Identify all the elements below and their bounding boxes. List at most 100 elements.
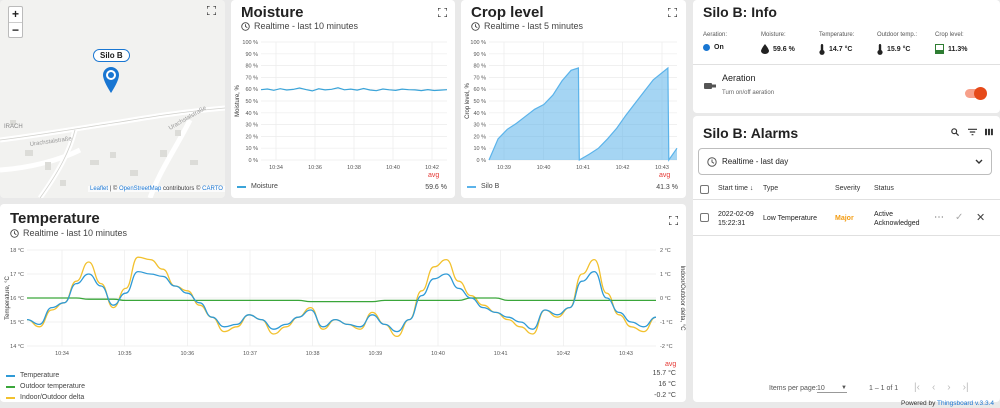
moisture-chart[interactable]: 100 % 90 % 80 % 70 % 60 % 50 % 40 % 30 % 20 % 10 … [231,34,455,174]
y2-tick-label: 2 °C [660,248,671,254]
y-tick-label: 100 % [242,40,258,46]
items-per-page-select[interactable]: 10 ▼ [817,385,847,393]
powered-by: Powered by Thingsboard v.3.3.4 [901,400,994,407]
fullscreen-icon[interactable] [669,216,678,225]
column-header-severity[interactable]: Severity [835,185,861,192]
column-header-start-time[interactable]: Start time ↓ [718,185,754,192]
y2-axis-label: Indoor/Outdoor delta, °C [679,265,685,331]
legend-label: Temperature [20,372,60,379]
osm-link[interactable]: OpenStreetMap [119,186,162,192]
info-label: Outdoor temp.: [877,32,918,38]
aeration-toggle[interactable] [965,87,987,100]
x-tick-label: 10:34 [55,351,69,357]
y-tick-label: 80 % [245,64,258,70]
column-header-type[interactable]: Type [763,185,779,192]
column-header-status[interactable]: Status [874,185,894,192]
x-tick-label: 10:37 [243,351,257,357]
map-marker-label[interactable]: Silo B [93,49,130,62]
moisture-card: Moisture Realtime - last 10 minutes 100 … [231,0,455,198]
leaflet-link[interactable]: Leaflet [90,186,109,192]
timewindow-dropdown[interactable]: Realtime - last day [698,148,992,175]
series-line [27,297,656,303]
x-tick-label: 10:36 [180,351,194,357]
y-tick-label: 40 % [473,111,486,117]
timewindow-label[interactable]: Realtime - last 10 minutes [23,228,128,238]
temperature-chart[interactable]: 18 °C 17 °C 16 °C 15 °C 14 °C 2 °C 1 °C 0 °C -1 … [0,242,686,362]
previous-page-icon[interactable]: ‹ [931,382,936,393]
x-tick-label: 10:41 [576,165,590,171]
info-aeration: Aeration: On [703,32,761,55]
x-tick-label: 10:42 [556,351,570,357]
thingsboard-link[interactable]: Thingsboard v.3.3.4 [937,400,994,407]
info-label: Crop level: [935,32,964,38]
x-tick-label: 10:42 [425,165,439,171]
legend-swatch [6,396,15,399]
row-checkbox[interactable] [700,213,709,222]
legend-swatch [237,185,246,188]
map-card[interactable]: IRACH Urachstalstraße Urachstalstraße + … [0,0,225,198]
crop-chart[interactable]: 100 % 90 % 80 % 70 % 60 % 50 % 40 % 30 % 20 % 10 … [461,34,686,174]
info-label: Temperature: [819,32,855,38]
timewindow-value: Realtime - last day [722,157,789,166]
x-tick-label: 10:40 [386,165,400,171]
alarm-status: Active Acknowledged [874,211,920,227]
crop-level-card: Crop level Realtime - last 5 minutes 100… [461,0,686,198]
fullscreen-icon[interactable] [438,8,447,17]
timewindow-label[interactable]: Realtime - last 5 minutes [484,21,584,31]
divider [693,64,1000,65]
y-axis-label: Crop level, % [465,82,471,118]
legend-item[interactable]: Moisture [237,183,278,190]
y-tick-label: 20 % [245,134,258,140]
divider [693,199,1000,200]
clock-icon [241,21,250,31]
map-tiles[interactable]: IRACH Urachstalstraße Urachstalstraße [0,0,225,198]
carto-link[interactable]: CARTO [202,186,223,192]
legend-value: 41.3 % [656,184,678,191]
acknowledge-icon[interactable]: ✓ [955,212,964,223]
page-range: 1 – 1 of 1 [869,385,899,392]
fullscreen-icon[interactable] [668,8,677,17]
y-tick-label: 30 % [245,123,258,129]
crop-title: Crop level [471,4,544,21]
info-title: Silo B: Info [703,4,777,20]
clear-icon[interactable]: ✕ [976,212,986,224]
clock-icon [10,228,19,238]
y-tick-label: 20 % [473,134,486,140]
legend-item[interactable]: Indoor/Outdoor delta -0.2 °C [6,392,676,402]
y2-tick-label: 0 °C [660,296,671,302]
moisture-subtitle: Realtime - last 10 minutes [241,21,358,31]
zoom-out-button[interactable]: − [9,22,22,37]
thermometer-icon [819,44,825,55]
zoom-in-button[interactable]: + [11,7,19,21]
map-marker-icon[interactable] [102,66,120,94]
columns-icon[interactable] [985,128,993,136]
timewindow-label[interactable]: Realtime - last 10 minutes [254,21,359,31]
legend-value: 16 °C [658,381,676,388]
y-tick-label: 50 % [245,99,258,105]
y-tick-label: 80 % [473,64,486,70]
alarm-start-time: 2022-02-09 15:22:31 [718,211,754,227]
map-attribution: Leaflet | © OpenStreetMap contributors ©… [88,186,225,192]
legend-item[interactable]: Silo B [467,183,499,190]
legend-item[interactable]: Temperature 15.7 °C [6,370,676,381]
next-page-icon[interactable]: › [947,382,951,393]
more-actions-icon[interactable]: ⋯ [934,212,944,223]
last-page-icon[interactable]: ›| [962,382,969,393]
filter-icon[interactable] [968,128,977,136]
silo-info-card: Silo B: Info Aeration: On Moisture: 59.6… [693,0,1000,113]
info-outdoor-temp: Outdoor temp.: 15.9 °C [877,32,935,55]
fullscreen-icon[interactable] [207,6,216,15]
legend-item[interactable]: Outdoor temperature 16 °C [6,381,676,392]
fan-icon [704,83,716,89]
info-value: 59.6 % [773,45,795,53]
y-tick-label: 0 % [249,158,259,164]
legend-value: 59.6 % [425,184,447,191]
first-page-icon[interactable]: |‹ [914,382,920,393]
alarm-severity: Major [835,215,854,222]
y-tick-label: 14 °C [10,344,24,350]
select-all-checkbox[interactable] [700,185,709,194]
map-street-label: Urachstalstraße [29,136,72,148]
search-icon[interactable] [951,128,959,136]
aeration-label: Aeration [722,73,756,83]
alarms-title: Silo B: Alarms [703,125,799,141]
